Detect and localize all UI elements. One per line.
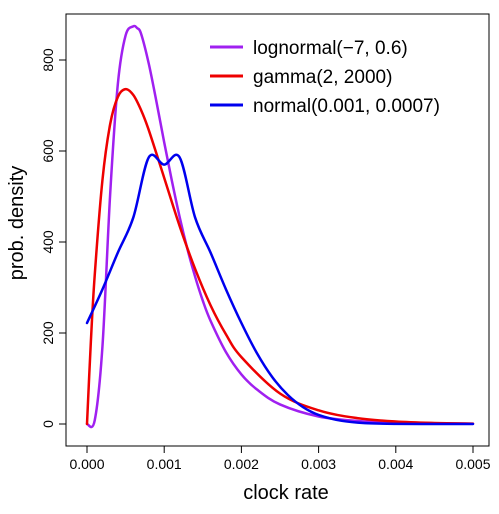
y-axis-title: prob. density [6,166,28,281]
legend-label: gamma(2, 2000) [253,67,392,88]
series-line-normal [85,153,475,426]
y-tick-label: 200 [40,321,56,345]
y-tick-label: 600 [40,139,56,163]
x-tick-label: 0.005 [455,456,490,472]
y-tick-label: 0 [40,420,56,428]
legend-label: lognormal(−7, 0.6) [253,38,408,59]
y-axis: 0 200 400 600 800 [40,48,67,428]
x-tick-label: 0.000 [69,456,104,472]
series-layer [85,24,475,429]
y-tick-label: 400 [40,230,56,254]
x-tick-label: 0.004 [378,456,413,472]
x-axis: 0.000 0.001 0.002 0.003 0.004 0.005 [69,445,491,472]
series-line-lognormal [85,24,475,429]
x-tick-label: 0.002 [224,456,259,472]
legend-label: normal(0.001, 0.0007) [253,96,440,117]
x-tick-label: 0.003 [301,456,336,472]
legend: lognormal(−7, 0.6) gamma(2, 2000) normal(0… [210,38,440,117]
x-tick-label: 0.001 [147,456,182,472]
x-axis-title: clock rate [243,482,329,504]
y-tick-label: 800 [40,48,56,72]
series-line-gamma [85,87,475,426]
